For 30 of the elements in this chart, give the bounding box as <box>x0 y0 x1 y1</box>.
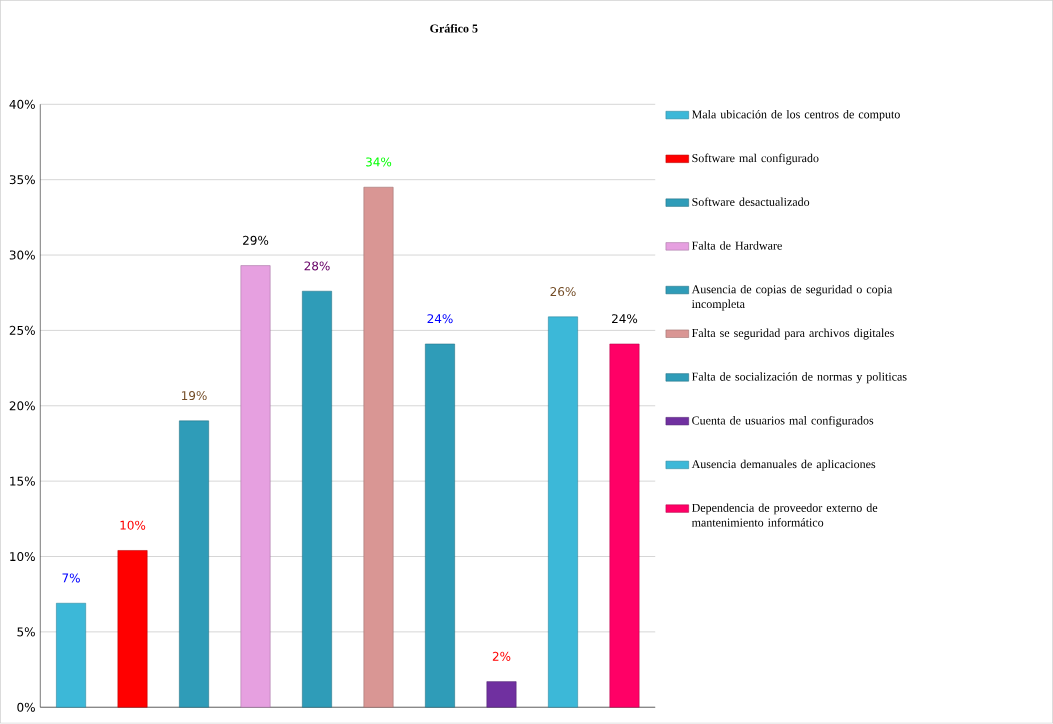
legend-label: Ausencia de copias de seguridad o copia incompleta <box>691 285 893 311</box>
y-tick-label: 35% <box>9 175 35 185</box>
data-label: 24% <box>427 314 453 324</box>
data-label: 28% <box>304 261 330 271</box>
data-label: 2% <box>492 652 511 662</box>
legend-label: Falta de Hardware <box>691 241 782 250</box>
y-tick-label: 40% <box>9 100 35 110</box>
data-label: 19% <box>182 391 207 401</box>
y-tick-label: 15% <box>10 476 35 486</box>
data-label: 29% <box>243 236 269 246</box>
data-label: 7% <box>62 573 80 583</box>
y-tick-label: 10% <box>10 552 35 562</box>
y-tick-label: 0% <box>17 702 35 713</box>
legend-label: Mala ubicación de los centros de computo <box>691 110 900 122</box>
legend-label: Cuenta de usuarios mal configurados <box>692 416 874 428</box>
y-tick-label: 20% <box>9 401 35 411</box>
data-label: 24% <box>612 314 638 324</box>
data-label: 34% <box>366 157 392 167</box>
chart-title: Gráfico 5 <box>430 24 478 33</box>
data-label: 10% <box>120 520 146 530</box>
legend-label: Ausencia demanuales de aplicaciones <box>691 459 876 471</box>
legend-label: Dependencia de proveedor externo de mantenimiento informático <box>691 503 878 527</box>
y-tick-label: 30% <box>9 250 35 260</box>
legend-label: Software mal configurado <box>692 153 819 165</box>
legend-label: Falta de socialización de normas y politicas <box>691 372 907 384</box>
legend-label: Falta se seguridad para archivos digitales <box>691 328 894 340</box>
legend-label: Software desactualizado <box>692 197 810 207</box>
data-label: 26% <box>550 287 576 297</box>
y-tick-label: 5% <box>17 627 35 637</box>
y-tick-label: 25% <box>9 326 35 336</box>
